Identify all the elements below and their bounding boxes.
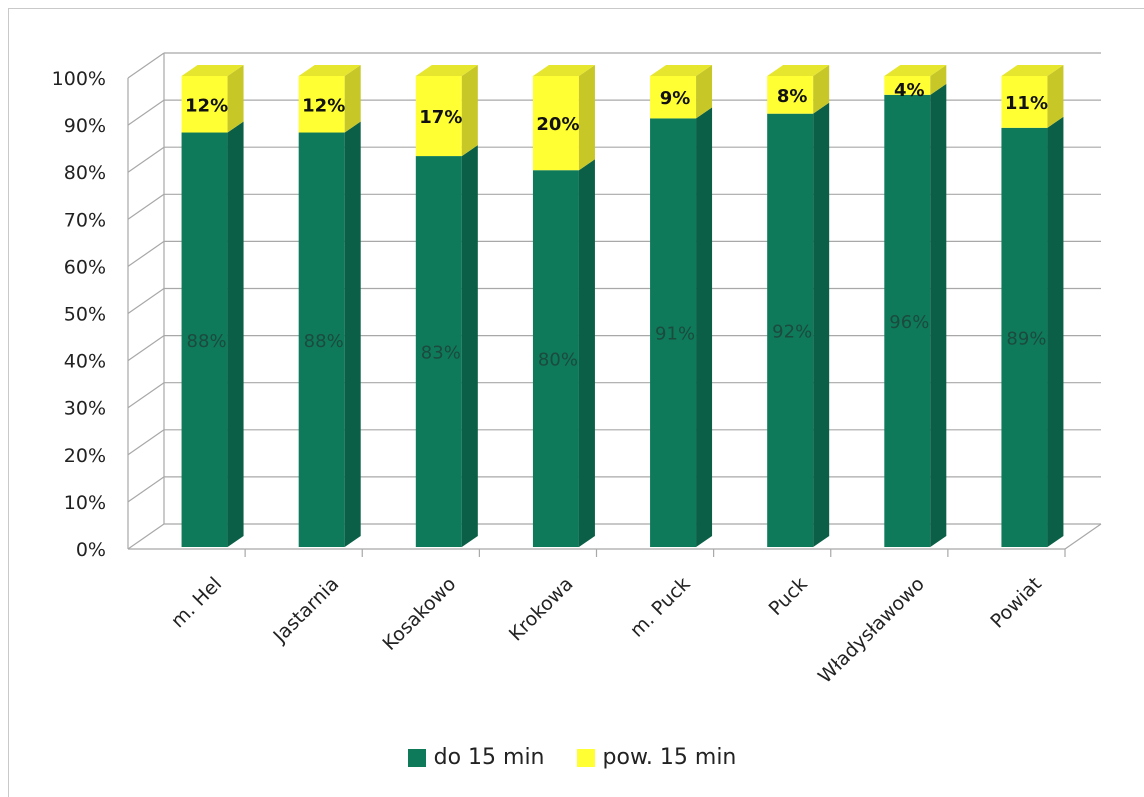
data-label: 12% [302,95,345,116]
legend: do 15 min pow. 15 min [0,745,1144,770]
gridline-side [127,288,165,314]
bar-segment-front [298,76,345,133]
y-tick-label: 40% [64,351,106,373]
gridline-side [127,52,165,79]
bar-segment-side [344,121,361,548]
data-label: 12% [185,95,228,116]
bar-segment-side [813,65,830,114]
bar-segment-front [415,156,462,547]
x-tick-label: Krokowa [505,573,578,646]
floor-edge [1064,523,1102,550]
x-tick-label: Kosakowo [378,573,460,655]
gridline-side [127,193,165,220]
y-tick-label: 60% [64,256,106,278]
y-tick-label: 10% [64,492,106,514]
data-label: 96% [889,312,929,333]
bar-segment-top [532,65,595,76]
stacked-bar-chart: 0% 10% 20% 30% 40% 50% 60% 70% 80% 90% 100% 88% 12% m… [52,52,1102,688]
y-tick-label: 90% [64,115,106,137]
x-tick-label: m. Puck [626,573,695,642]
data-label: 91% [655,324,695,345]
bar-segment-front [532,170,579,547]
bar-segment-side [461,145,478,547]
data-label: 88% [304,331,344,352]
bar-segment-side [578,159,595,547]
bar-segment-top [415,65,478,76]
data-label: 83% [421,343,461,364]
bar-segment-side [696,65,713,119]
x-tick-label: m. Hel [167,573,226,632]
data-label: 92% [772,321,812,342]
gridline-side [127,146,165,173]
bar-segment-side [696,107,713,547]
bar-segment-side [461,65,478,157]
data-label: 80% [538,350,578,371]
chart-frame [8,8,1144,797]
bar-segment-front [298,132,345,547]
bar-segment-top [767,65,830,76]
data-label: 11% [1005,93,1048,114]
y-tick-label: 30% [64,398,106,420]
bar-segment-side [344,65,361,133]
x-tick-label: Władysławowo [814,573,929,688]
bar-segment-front [532,76,579,171]
bar-segment-side [930,83,947,547]
bar-segment-front [1001,76,1048,128]
bar-segment-front [884,76,931,95]
legend-item-upper: pow. 15 min [576,745,737,770]
bar-segment-top [884,65,947,76]
bar-segment-front [1001,127,1048,547]
data-label: 9% [660,88,691,109]
bar-segment-front [181,76,228,133]
bar-segment-front [650,118,697,547]
bar-segment-front [767,76,814,114]
bar-segment-side [578,65,595,171]
data-label: 20% [536,114,579,135]
bar-segment-front [884,94,931,547]
bar-segment-side [1047,65,1064,128]
bar-segment-top [650,65,713,76]
x-tick-label: Jastarnia [268,573,343,648]
bar-segment-side [227,121,244,548]
legend-item-lower: do 15 min [407,745,545,770]
data-label: 17% [419,107,462,128]
data-label: 4% [894,80,925,101]
bar-segment-side [1047,116,1064,547]
bar-segment-front [767,113,814,548]
bar-segment-front [415,76,462,157]
data-label: 88% [187,331,227,352]
bar-segment-side [813,102,830,548]
x-tick-label: Puck [765,573,812,620]
bar-segment-front [650,76,697,119]
bar-segment-side [930,65,947,95]
data-label: 8% [777,86,808,107]
y-tick-label: 100% [52,68,106,90]
legend-swatch-upper [576,748,595,767]
gridline-side [127,476,165,503]
data-label: 89% [1006,328,1046,349]
y-tick-label: 20% [64,445,106,467]
bar-segment-top [298,65,361,76]
y-tick-label: 0% [76,539,106,561]
y-tick-label: 50% [64,304,106,326]
gridline-side [127,523,165,550]
legend-swatch-lower [407,748,426,767]
gridline-side [127,429,165,456]
gridline-side [127,99,165,126]
bar-segment-top [1001,65,1064,76]
bar-segment-side [227,65,244,133]
x-tick-label: Powiat [986,573,1046,633]
gridline-side [127,240,165,267]
gridline-side [127,335,165,362]
legend-label-lower: do 15 min [433,745,545,770]
y-tick-label: 80% [64,162,106,184]
gridline-side [127,382,165,409]
legend-label-upper: pow. 15 min [602,745,737,770]
y-tick-label: 70% [64,209,106,231]
bar-segment-top [181,65,244,76]
bar-segment-front [181,132,228,547]
